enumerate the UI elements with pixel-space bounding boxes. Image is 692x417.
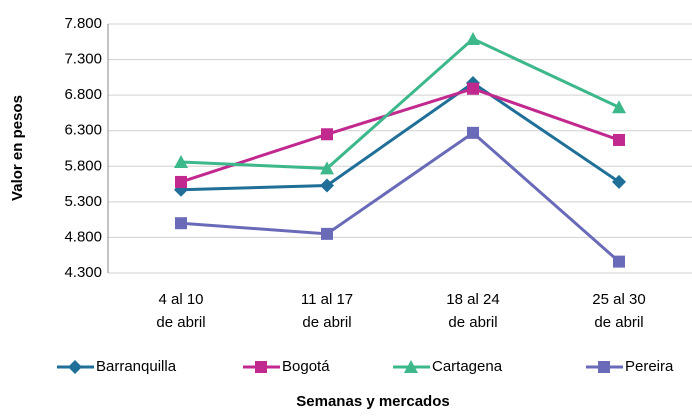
y-axis-label: Valor en pesos	[9, 95, 26, 201]
legend-marker	[404, 360, 418, 373]
legend-marker	[598, 361, 610, 373]
x-tick-label: 25 al 30 de abril	[592, 291, 645, 331]
y-tick-label: 5.300	[64, 193, 102, 210]
x-axis-label: Semanas y mercados	[296, 393, 449, 410]
y-tick-label: 4.300	[64, 264, 102, 281]
legend-label: Barranquilla	[96, 358, 177, 375]
marker	[175, 175, 187, 188]
line	[180, 87, 620, 184]
x-tick-label: 4 al 10 de abril	[156, 291, 205, 331]
y-tick-label: 7.300	[64, 51, 102, 68]
marker	[467, 126, 479, 139]
legend-label: Pereira	[625, 358, 674, 375]
marker	[612, 174, 626, 189]
marker	[613, 133, 625, 146]
marker	[321, 227, 333, 240]
y-tick-label: 6.800	[64, 86, 102, 103]
y-tick-label: 5.800	[64, 157, 102, 174]
line	[180, 81, 620, 192]
marker	[467, 82, 479, 95]
marker	[321, 128, 333, 141]
legend-label: Cartagena	[432, 358, 503, 375]
marker	[320, 178, 334, 193]
marker	[175, 217, 187, 230]
marker	[320, 161, 334, 175]
y-tick-label: 4.800	[64, 228, 102, 245]
y-tick-label: 7.800	[64, 15, 102, 32]
marker	[466, 31, 480, 45]
legend-marker	[255, 361, 267, 373]
x-tick-label: 11 al 17 de abril	[301, 291, 353, 331]
line	[180, 37, 620, 170]
y-tick-label: 6.300	[64, 122, 102, 139]
marker	[174, 155, 188, 169]
marker	[612, 100, 626, 114]
legend-marker	[68, 360, 82, 374]
line	[180, 130, 620, 263]
marker	[613, 255, 625, 268]
x-tick-label: 18 al 24 de abril	[446, 291, 499, 331]
legend-label: Bogotá	[282, 358, 330, 375]
